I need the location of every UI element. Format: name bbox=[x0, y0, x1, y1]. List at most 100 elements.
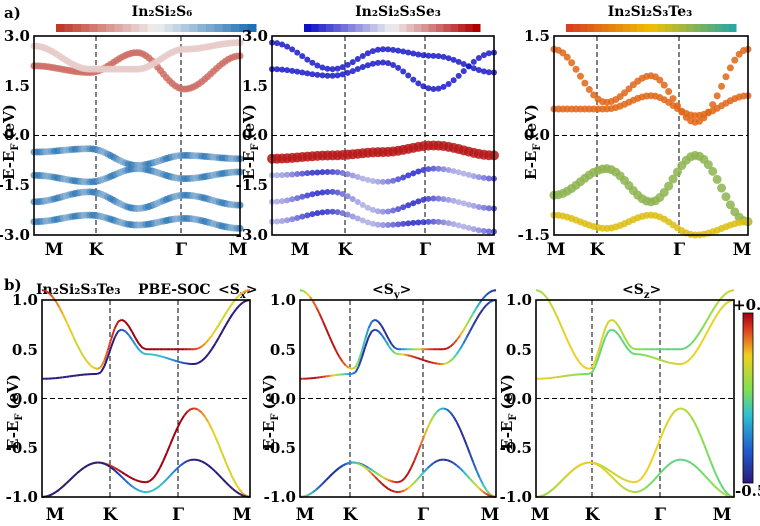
colorbar-segment bbox=[601, 24, 609, 32]
band-point bbox=[425, 52, 432, 59]
band-line-segment bbox=[367, 330, 373, 338]
band-point bbox=[329, 208, 336, 215]
panel-a1-kpoint: M bbox=[229, 240, 248, 260]
band-point bbox=[284, 171, 291, 178]
band-line-segment bbox=[315, 306, 321, 315]
band-line-segment bbox=[110, 465, 116, 469]
band-line-segment bbox=[318, 482, 324, 488]
band-point bbox=[359, 202, 366, 209]
band-point bbox=[435, 195, 442, 202]
band-point bbox=[339, 64, 346, 71]
band-point bbox=[294, 49, 301, 56]
band-point bbox=[349, 213, 356, 220]
band-line-segment bbox=[100, 461, 105, 465]
band-line-segment bbox=[644, 485, 649, 490]
band-point bbox=[309, 211, 316, 218]
band-line-segment bbox=[710, 318, 716, 326]
band-point bbox=[485, 69, 492, 76]
band-point bbox=[410, 200, 417, 207]
band-line-segment bbox=[55, 488, 60, 493]
band-point bbox=[440, 166, 447, 173]
band-line-segment bbox=[726, 299, 732, 304]
band-line-segment bbox=[224, 318, 231, 326]
band-line-segment bbox=[468, 312, 475, 320]
band-line-segment bbox=[221, 453, 227, 463]
band-point bbox=[294, 68, 301, 75]
panel-b3-kpoint: M bbox=[531, 505, 550, 525]
band-point bbox=[374, 46, 381, 53]
band-line-segment bbox=[657, 435, 663, 445]
band-line-segment bbox=[328, 335, 334, 345]
band-line-segment bbox=[110, 466, 116, 472]
panel-a1-kpoint: M bbox=[45, 240, 64, 260]
colorbar-segment bbox=[608, 24, 617, 32]
band-point bbox=[465, 224, 472, 231]
band-line-segment bbox=[221, 324, 227, 332]
colorbar-segment bbox=[384, 24, 393, 32]
band-line-segment bbox=[594, 356, 600, 367]
band-line-segment bbox=[152, 473, 158, 480]
band-point bbox=[559, 49, 567, 57]
plot-frame bbox=[271, 35, 495, 236]
panel-a3-kpoint: M bbox=[733, 240, 752, 260]
band-point bbox=[369, 206, 376, 213]
panel-b2-kpoint: M bbox=[296, 505, 315, 525]
band-point bbox=[668, 174, 678, 184]
panel-a1-ytick: 0.0 bbox=[4, 126, 30, 144]
band-point bbox=[465, 63, 472, 70]
band-line-segment bbox=[614, 330, 620, 336]
band-line-segment bbox=[131, 477, 137, 481]
band-line-segment bbox=[371, 469, 376, 473]
band-line-segment bbox=[69, 476, 74, 481]
colorbar-segment bbox=[164, 24, 174, 32]
band-point bbox=[450, 197, 457, 204]
band-line-segment bbox=[614, 321, 620, 327]
band-line-segment bbox=[72, 335, 78, 345]
band-point bbox=[390, 177, 397, 184]
band-point bbox=[334, 209, 341, 216]
panel-a1-kpoint: Γ bbox=[175, 240, 187, 260]
band-line-segment bbox=[127, 334, 133, 341]
band-line-segment bbox=[462, 324, 468, 331]
band-line-segment bbox=[653, 444, 660, 454]
panel-a2-ytick: 0.0 bbox=[242, 126, 268, 144]
band-point bbox=[480, 204, 487, 211]
band-point bbox=[410, 76, 417, 83]
band-line-segment bbox=[211, 467, 217, 473]
band-point bbox=[718, 82, 726, 90]
band-line-segment bbox=[79, 350, 85, 358]
band-point bbox=[279, 218, 286, 225]
band-line-segment bbox=[322, 479, 327, 485]
band-point bbox=[450, 221, 457, 228]
band-line-segment bbox=[404, 487, 409, 492]
band-point bbox=[430, 165, 437, 172]
band-line-segment bbox=[624, 479, 629, 483]
band-point bbox=[703, 160, 713, 170]
band-line-segment bbox=[238, 489, 244, 495]
band-line-segment bbox=[575, 464, 580, 469]
band-line-segment bbox=[131, 331, 137, 339]
band-point bbox=[572, 65, 580, 73]
band-line-segment bbox=[489, 289, 494, 294]
band-line-segment bbox=[166, 357, 171, 361]
band-point bbox=[344, 193, 351, 200]
band-line-segment bbox=[660, 427, 666, 437]
band-line-segment bbox=[561, 328, 567, 337]
band-point bbox=[400, 48, 407, 55]
band-line-segment bbox=[433, 460, 438, 464]
panel-b3-title: <Sz> bbox=[622, 282, 661, 301]
band-point bbox=[274, 218, 281, 225]
colorbar-segment bbox=[89, 24, 99, 32]
band-line-segment bbox=[627, 343, 633, 349]
band-line-segment bbox=[384, 477, 389, 481]
colorbar-segment bbox=[421, 24, 430, 32]
band-point bbox=[319, 64, 326, 71]
band-line-segment bbox=[485, 291, 491, 296]
band-line-segment bbox=[631, 352, 636, 356]
band-line-segment bbox=[545, 491, 550, 496]
panel-b1-method: PBE-SOC bbox=[138, 282, 211, 298]
band-point bbox=[420, 83, 427, 90]
band-point bbox=[415, 219, 422, 226]
band-point bbox=[359, 175, 366, 182]
band-line-segment bbox=[456, 464, 461, 470]
